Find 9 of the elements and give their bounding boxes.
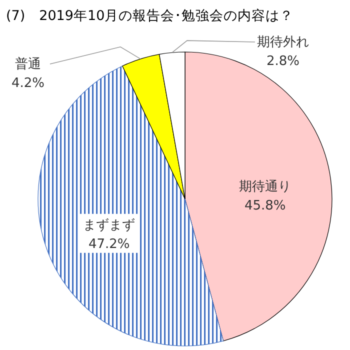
chart-title: (7) 2019年10月の報告会･勉強会の内容は？ [6,8,294,24]
slice-label: まずまず [83,218,136,233]
slice-label: 期待外れ [257,35,309,50]
data-label: 2.8% [266,54,300,69]
data-label: 4.2% [11,76,45,91]
data-label: 47.2% [88,236,130,252]
data-label: 45.8% [244,198,286,214]
slice-label: 普通 [15,56,41,72]
slice-label: 期待通り [239,179,292,194]
